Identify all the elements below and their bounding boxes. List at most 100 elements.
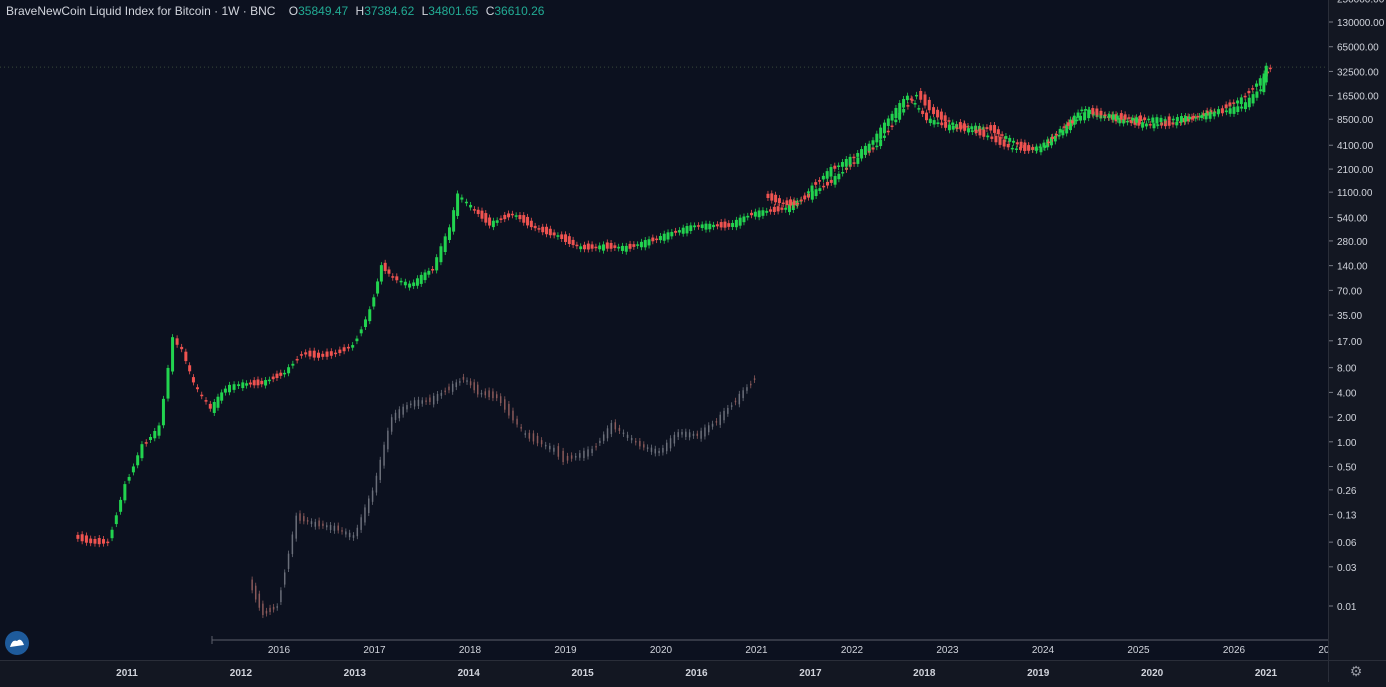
candle-body	[299, 513, 301, 521]
candle-body	[1066, 122, 1070, 126]
candle-body	[144, 442, 148, 444]
candle-body	[1190, 116, 1194, 120]
candle-body	[765, 210, 769, 213]
candle-body	[237, 384, 241, 387]
candle-body	[560, 234, 564, 240]
candle-body	[322, 523, 324, 526]
symbol-label[interactable]: BraveNewCoin Liquid Index for Bitcoin · …	[6, 4, 276, 18]
candle-body	[932, 120, 936, 125]
candle-body	[1163, 119, 1167, 121]
price-tick-label: 32500.00	[1337, 67, 1379, 78]
candle-body	[1208, 112, 1212, 119]
candle-body	[161, 398, 165, 426]
candle-body	[1004, 136, 1008, 139]
candle-body	[480, 392, 483, 395]
candle-body	[1087, 109, 1091, 119]
candle-body	[536, 435, 539, 444]
candle-body	[1220, 109, 1224, 114]
candle-body	[368, 309, 372, 322]
candle-body	[459, 381, 461, 383]
candle-body	[537, 228, 541, 230]
candle-body	[1232, 102, 1236, 104]
candle-body	[299, 354, 303, 356]
candle-body	[818, 180, 822, 182]
price-axis[interactable]: 0.01 0.03 0.06 0.13 0.26 0.50 1.00 2.00 4.00 8.00…	[1328, 0, 1386, 660]
candle-body	[1262, 76, 1266, 93]
candle-body	[977, 126, 981, 132]
candle-body	[1251, 88, 1255, 90]
candle-body	[685, 431, 687, 437]
tradingview-logo-icon[interactable]	[5, 631, 29, 655]
candle-body	[312, 350, 316, 358]
candle-body	[738, 393, 741, 405]
candle-body	[1264, 65, 1268, 83]
candle-body	[436, 394, 439, 401]
candle-body	[806, 191, 810, 194]
price-chart-svg[interactable]: 2016 2017 2018 2019 2020 2021 2022 2023 2024 2025…	[0, 0, 1341, 660]
overlay-x-label: 2027	[1318, 645, 1328, 656]
candle-body	[947, 124, 951, 131]
candle-body	[427, 270, 431, 275]
candle-body	[387, 269, 391, 274]
candle-body	[994, 135, 998, 143]
candle-body	[825, 181, 829, 186]
candle-body	[524, 433, 527, 435]
candle-body	[970, 130, 974, 132]
close-value: 36610.26	[494, 4, 545, 18]
candle-body	[654, 448, 657, 454]
candle-body	[1167, 116, 1171, 121]
candle-body	[796, 202, 800, 205]
axis-corner	[1328, 660, 1386, 682]
candle-body	[148, 436, 152, 440]
candle-body	[829, 179, 833, 183]
candle-body	[1144, 123, 1148, 127]
candle-body	[314, 521, 317, 527]
time-axis-label: 2014	[458, 668, 481, 679]
candle-body	[715, 224, 719, 227]
candle-body	[917, 108, 921, 110]
price-tick-label: 35.00	[1337, 311, 1362, 322]
candle-body	[998, 136, 1002, 145]
gear-icon[interactable]: ⚙	[1349, 663, 1363, 679]
candle-body	[944, 121, 948, 128]
candle-body	[574, 456, 577, 458]
candle-body	[814, 189, 818, 197]
candle-body	[1148, 124, 1152, 126]
candle-body	[291, 534, 294, 555]
candle-body	[1196, 115, 1200, 118]
candle-body	[746, 387, 748, 391]
candle-body	[856, 153, 860, 157]
legend: BraveNewCoin Liquid Index for Bitcoin · …	[6, 4, 544, 18]
candle-body	[1122, 119, 1126, 124]
open-value: 35849.47	[298, 4, 349, 18]
candle-body	[504, 399, 506, 410]
candle-body	[248, 382, 252, 385]
candle-body	[712, 224, 716, 228]
candle-body	[662, 447, 664, 453]
candle-body	[1000, 134, 1004, 136]
candle-body	[875, 145, 879, 148]
candle-body	[822, 185, 826, 188]
candle-body	[355, 338, 359, 342]
candle-body	[1015, 142, 1019, 145]
candle-body	[1129, 119, 1133, 124]
time-axis[interactable]: 2011 2012 2013 2014 2015 2016 2017 2018 2019 2020…	[0, 660, 1328, 682]
candle-body	[341, 530, 343, 532]
candle-body	[553, 447, 555, 452]
candle-body	[622, 432, 625, 435]
plot-area[interactable]: 2016 2017 2018 2019 2020 2021 2022 2023 2024 2025…	[0, 0, 1341, 660]
overlay-x-label: 2019	[554, 645, 577, 656]
candle-body	[514, 215, 518, 217]
candle-body	[586, 243, 590, 250]
candle-body	[1212, 112, 1216, 117]
candle-body	[548, 228, 552, 236]
candle-body	[488, 217, 492, 226]
candle-body	[372, 297, 376, 307]
candle-body	[508, 403, 510, 416]
candle-body	[403, 281, 407, 286]
candle-body	[1039, 147, 1043, 153]
candle-body	[265, 610, 268, 614]
candle-body	[1047, 141, 1051, 144]
candle-body	[1131, 117, 1135, 121]
